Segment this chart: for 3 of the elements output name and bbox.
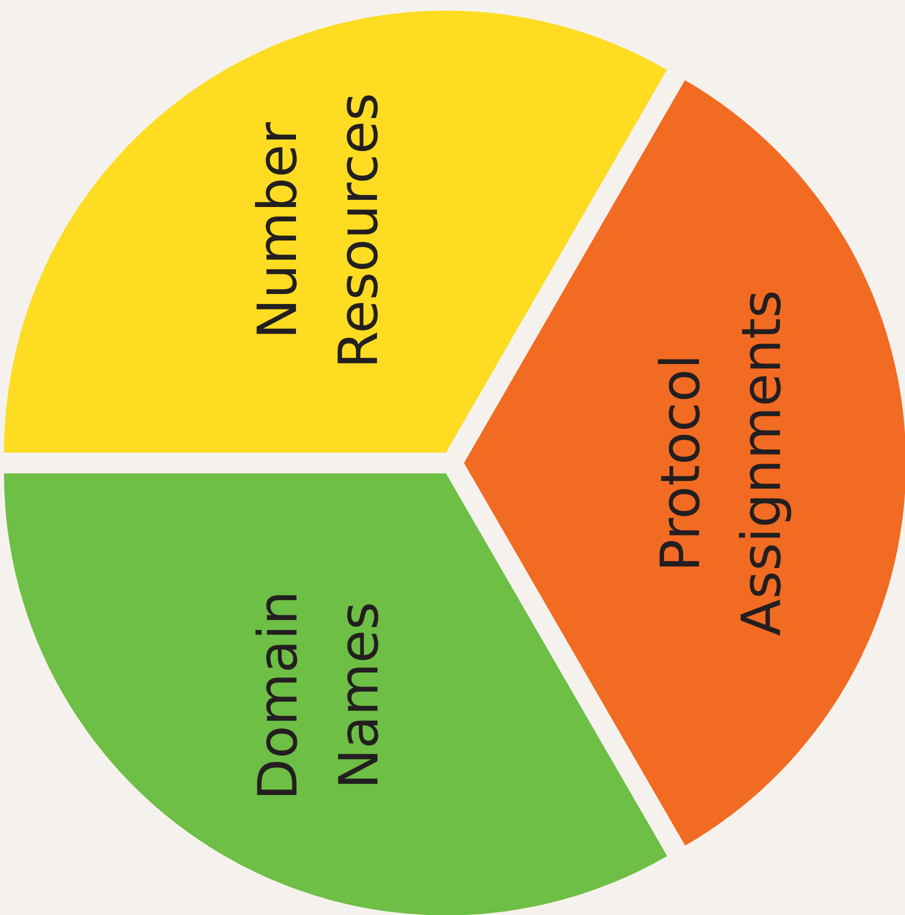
slice-label: Domain Names (246, 590, 390, 800)
slice-label: Number Resources (246, 92, 390, 368)
slice-label: Protocol Assignments (648, 290, 793, 636)
